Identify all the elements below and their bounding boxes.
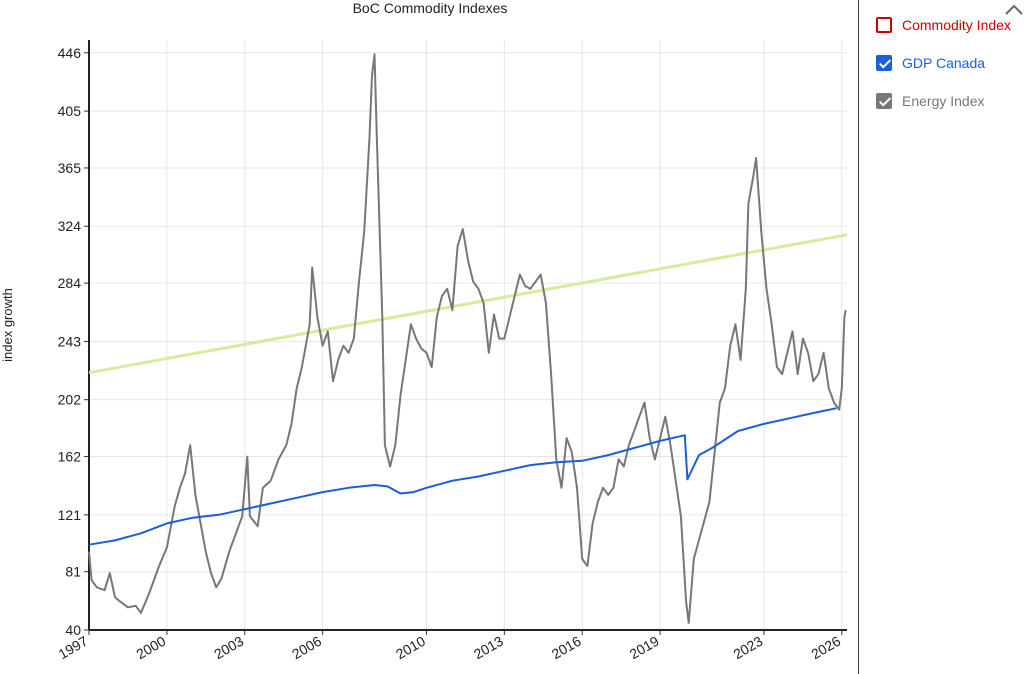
- y-axis-label: index growth: [0, 288, 15, 362]
- y-tick-label: 405: [58, 103, 82, 119]
- x-tick-label: 2019: [627, 633, 662, 663]
- y-tick-label: 365: [58, 160, 82, 176]
- chart-title: BoC Commodity Indexes: [352, 0, 508, 16]
- series-line-energy-index: [88, 53, 847, 624]
- y-tick-label: 81: [65, 564, 81, 580]
- checkbox-icon[interactable]: [876, 17, 892, 33]
- x-tick-label: 2010: [393, 633, 428, 663]
- x-tick-label: 2023: [730, 633, 765, 663]
- series-line-gdp-canada: [88, 407, 837, 546]
- y-tick-label: 284: [58, 275, 82, 291]
- legend-item-commodity-index[interactable]: Commodity Index: [872, 6, 1028, 44]
- x-tick-label: 2000: [133, 633, 168, 663]
- trend-line: [88, 233, 848, 375]
- legend-label: GDP Canada: [902, 55, 986, 71]
- y-tick-label: 243: [58, 333, 82, 349]
- x-tick-label: 2026: [808, 633, 843, 663]
- legend-label: Energy Index: [902, 93, 985, 109]
- y-tick-label: 324: [58, 218, 82, 234]
- y-tick-label: 40: [65, 622, 81, 638]
- legend-item-energy-index[interactable]: Energy Index: [872, 82, 1028, 120]
- y-tick-label: 202: [58, 392, 82, 408]
- x-tick-label: 2006: [289, 633, 324, 663]
- legend-item-gdp-canada[interactable]: GDP Canada: [872, 44, 1028, 82]
- x-tick-label: 2003: [211, 633, 246, 663]
- chart-area: BoC Commodity Indexes 40 81 121 162 202 243 28…: [0, 0, 848, 663]
- legend-label: Commodity Index: [902, 17, 1011, 33]
- checkbox-checked-icon[interactable]: [876, 55, 892, 71]
- x-tick-label: 2013: [471, 633, 506, 663]
- y-tick-label: 162: [58, 449, 82, 465]
- panel-divider: [858, 0, 859, 674]
- x-tick-label: 2016: [549, 633, 584, 663]
- chevron-up-icon[interactable]: [1004, 2, 1024, 16]
- chart-svg: 40 81 121 162 202 243 284 324 365 405 446 1997 2000 2…: [0, 40, 848, 663]
- y-tick-label: 446: [58, 45, 82, 61]
- legend: Commodity Index GDP Canada Energy Index: [872, 6, 1028, 120]
- x-tick-label: 1997: [56, 633, 91, 663]
- y-tick-label: 121: [58, 507, 82, 523]
- checkbox-checked-icon[interactable]: [876, 93, 892, 109]
